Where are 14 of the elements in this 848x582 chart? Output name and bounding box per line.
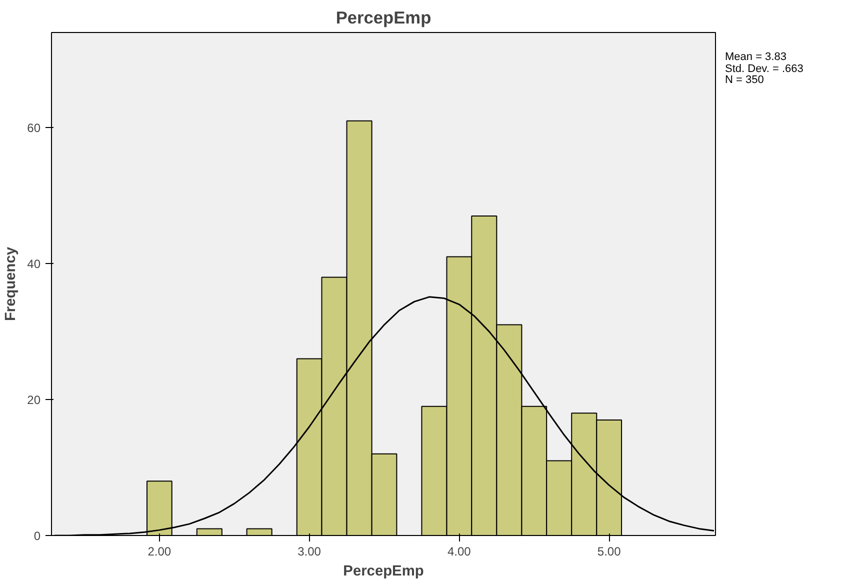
chart-title: PercepEmp — [336, 8, 432, 28]
text: Mean = 3.83 — [725, 51, 786, 63]
y-tick-label: 40 — [27, 257, 41, 272]
x-tick-label: 4.00 — [448, 544, 472, 558]
y-tick-label: 20 — [27, 393, 41, 408]
y-tick-label: 60 — [27, 121, 41, 136]
x-tick-label: 5.00 — [597, 544, 622, 558]
text: N = 350 — [725, 74, 764, 86]
x-tick-label: 2.00 — [148, 544, 172, 558]
y-axis-title: Frequency — [3, 246, 20, 322]
x-axis-title: PercepEmp — [343, 564, 424, 580]
y-tick-label: 0 — [34, 529, 41, 543]
text: Std. Dev. = .663 — [725, 62, 804, 75]
x-tick-label: 3.00 — [298, 544, 322, 558]
